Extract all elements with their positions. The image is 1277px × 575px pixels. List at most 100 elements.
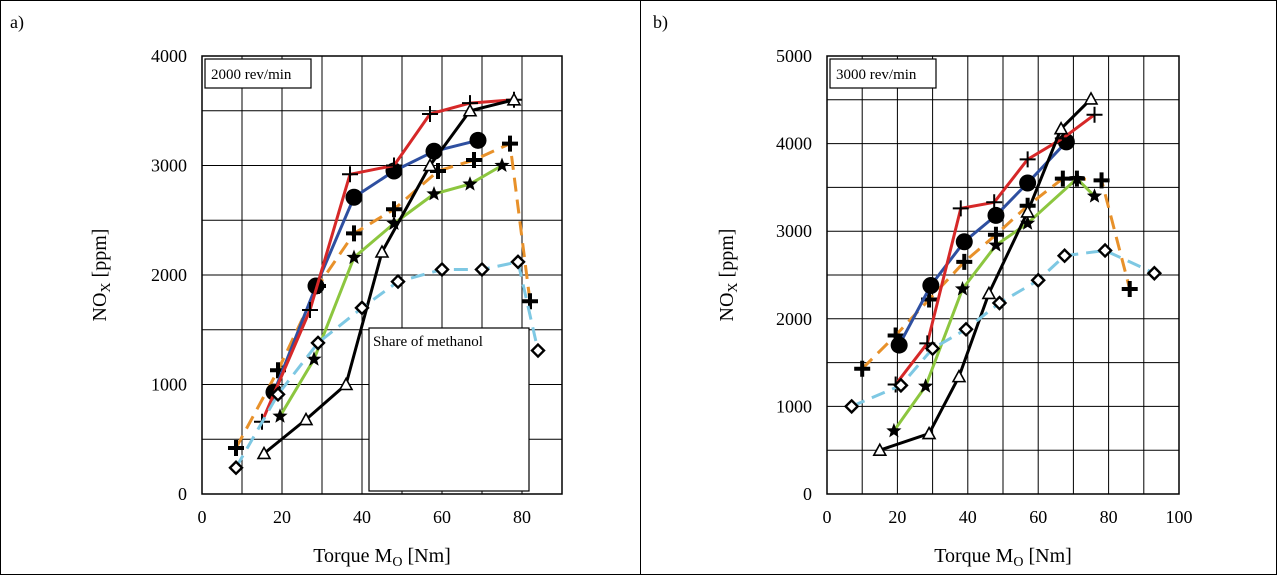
data-point-star	[426, 186, 442, 201]
data-point-star	[462, 176, 478, 191]
data-point-diamond	[1146, 265, 1163, 281]
x-axis-title-b: Torque MO [Nm]	[934, 545, 1072, 570]
data-point-triangle	[298, 411, 314, 426]
data-point-circle	[922, 277, 940, 295]
data-point-bold-plus	[854, 360, 871, 377]
y-tick-label: 0	[178, 484, 187, 504]
y-axis-title-main-a: NO	[89, 293, 111, 322]
data-point-triangle	[462, 103, 478, 117]
series-a-5-triangle	[256, 92, 522, 460]
data-point-plus	[952, 200, 969, 217]
data-point-triangle	[338, 376, 354, 391]
y-tick-labels-b: 0 1000 2000 3000 4000 5000	[776, 46, 812, 504]
panel-label-a: a)	[10, 12, 24, 33]
y-tick-label: 0	[803, 484, 812, 504]
series-b-5-triangle	[872, 91, 1099, 456]
grid-a	[202, 56, 562, 494]
y-axis-title-a: NOX [ppm]	[89, 229, 114, 322]
data-point-diamond	[474, 261, 490, 278]
x-axis-title-main-a: Torque M	[313, 545, 392, 567]
data-point-circle	[469, 131, 487, 149]
data-point-star	[1020, 215, 1036, 230]
data-point-plus	[422, 106, 438, 123]
y-axis-title-unit-b: [ppm]	[716, 229, 738, 283]
x-tick-labels-a: 0 20 40 60 80	[198, 507, 532, 527]
series-a-6-diamond	[228, 254, 546, 476]
data-point-diamond	[843, 398, 860, 415]
data-point-bold-plus	[1121, 281, 1138, 298]
chart-panel-a: a) 0 20 40 60 80 0 1000 2000 3000 4000 2000 rev/…	[10, 12, 563, 570]
data-point-plus	[1019, 151, 1036, 168]
data-point-plus	[1086, 106, 1103, 123]
plot-frame-b	[826, 55, 1180, 495]
x-axis-title-sub-b: O	[1013, 555, 1023, 570]
series-line-b-2	[897, 140, 1068, 346]
data-point-plus	[342, 166, 358, 183]
data-point-star	[346, 249, 362, 264]
data-point-bold-plus	[1054, 170, 1071, 187]
panel-label-b: b)	[653, 12, 668, 33]
x-tick-label: 0	[823, 507, 832, 527]
series-b-6-diamond	[843, 242, 1163, 415]
data-point-bold-plus	[346, 225, 362, 242]
data-point-star	[272, 408, 288, 423]
rpm-label-a: 2000 rev/min	[211, 67, 292, 83]
series-b-3-plus	[887, 106, 1103, 393]
x-tick-label: 0	[198, 507, 207, 527]
data-point-plus	[986, 194, 1003, 211]
x-tick-label: 60	[433, 507, 451, 527]
data-point-bold-plus	[1093, 172, 1110, 189]
y-tick-label: 4000	[151, 46, 187, 66]
data-point-bold-plus	[502, 135, 518, 152]
x-tick-label: 40	[959, 507, 977, 527]
x-tick-label: 60	[1029, 507, 1047, 527]
data-point-plus	[302, 302, 318, 319]
data-point-circle	[955, 233, 973, 251]
data-point-diamond	[1056, 248, 1073, 264]
data-point-triangle	[506, 92, 522, 106]
y-tick-label: 4000	[776, 134, 812, 154]
x-tick-label: 100	[1166, 507, 1193, 527]
data-point-triangle	[872, 442, 888, 456]
data-point-circle	[987, 206, 1005, 224]
data-point-star	[988, 237, 1004, 252]
y-axis-title-sub-b: X	[726, 282, 741, 292]
plot-frame-a	[201, 55, 563, 495]
y-tick-label: 1000	[776, 396, 812, 416]
x-axis-title-a: Torque MO [Nm]	[313, 545, 451, 570]
y-tick-label: 5000	[776, 46, 812, 66]
y-tick-labels-a: 0 1000 2000 3000 4000	[151, 46, 187, 504]
data-point-diamond	[270, 386, 286, 403]
data-point-star	[1069, 170, 1085, 186]
data-point-diamond	[1097, 242, 1113, 259]
data-point-bold-plus	[956, 253, 973, 270]
data-point-bold-plus	[466, 152, 482, 169]
data-point-bold-plus	[386, 201, 402, 218]
x-tick-label: 80	[513, 507, 531, 527]
series-a-4-star	[272, 157, 510, 423]
data-point-diamond	[390, 273, 406, 290]
grid-b	[827, 56, 1179, 494]
data-point-diamond	[310, 335, 326, 351]
data-point-star	[886, 422, 902, 438]
data-point-triangle	[1053, 121, 1069, 135]
rpm-label-box-a	[204, 58, 312, 89]
x-tick-label: 40	[353, 507, 371, 527]
chart-panel-b: b) 0 20 40 60 80 100 0 1000 2000 3000 4000 5000 30…	[653, 12, 1193, 570]
data-point-triangle	[1020, 204, 1035, 218]
data-point-triangle	[921, 425, 937, 440]
data-point-star	[1086, 188, 1103, 203]
data-point-triangle	[951, 368, 967, 383]
data-point-triangle	[422, 157, 438, 172]
data-point-diamond	[958, 321, 974, 338]
data-point-triangle	[981, 285, 997, 300]
data-point-star	[954, 281, 971, 296]
y-axis-title-b: NOX [ppm]	[716, 229, 741, 322]
data-point-bold-plus	[228, 440, 244, 457]
data-point-triangle	[1083, 91, 1099, 105]
x-axis-title-unit-b: [Nm]	[1023, 545, 1071, 567]
data-point-diamond	[893, 377, 909, 394]
rpm-label-b: 3000 rev/min	[836, 67, 917, 83]
data-point-diamond	[530, 342, 546, 359]
